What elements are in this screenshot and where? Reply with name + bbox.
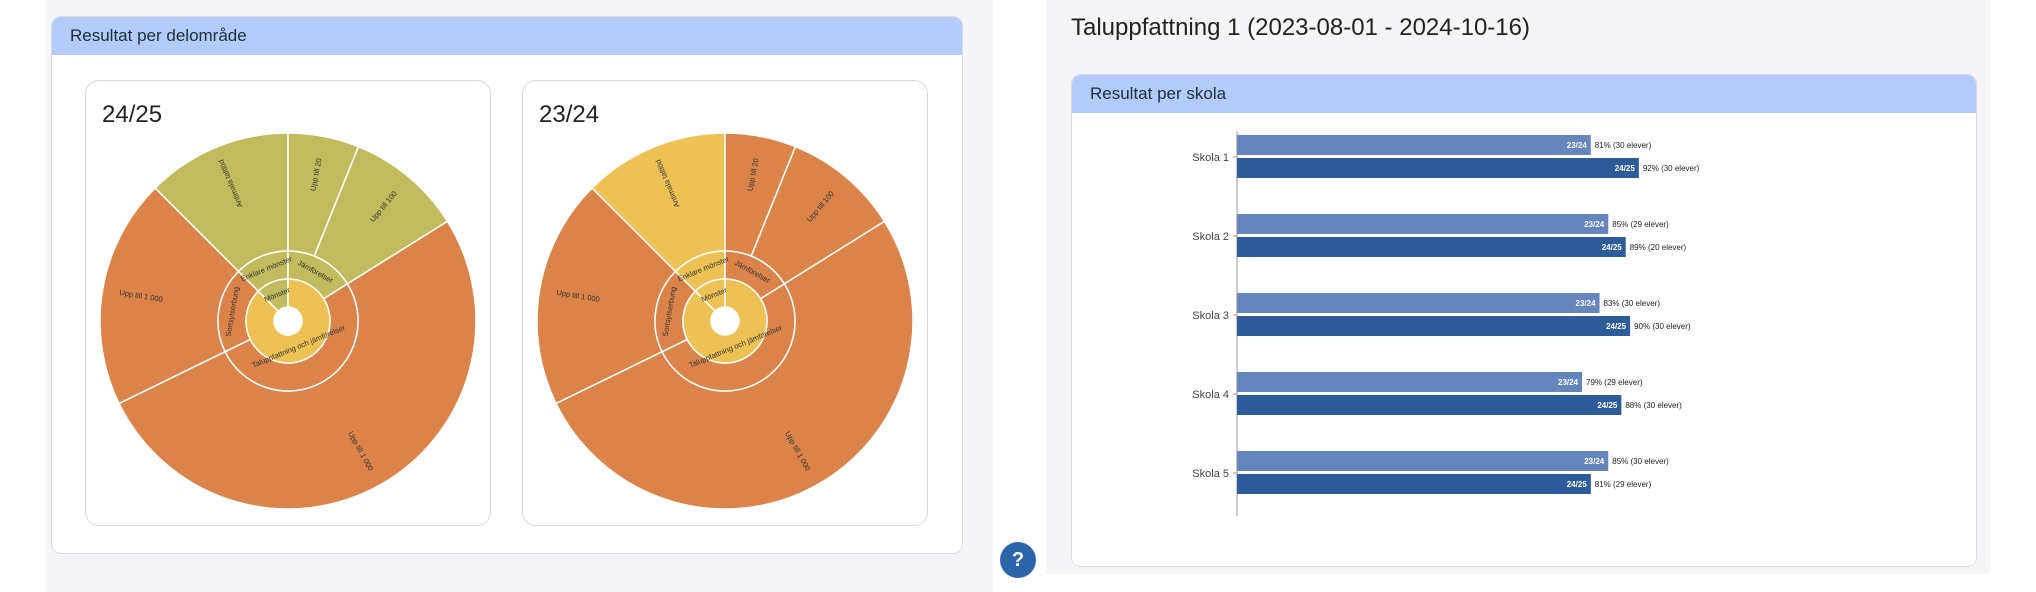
bar-value-label: 85% (30 elever) xyxy=(1612,457,1669,466)
bar[interactable] xyxy=(1237,316,1631,336)
bar-series-label: 23/24 xyxy=(1576,299,1597,308)
bar[interactable] xyxy=(1237,474,1591,494)
card-title: 23/24 xyxy=(539,101,600,128)
bar[interactable] xyxy=(1237,214,1609,234)
bar-chart: Skola 1 23/24 81% (30 elever) 24/25 92% (30 … xyxy=(1192,131,1700,516)
bar[interactable] xyxy=(1237,395,1622,415)
bar-value-label: 92% (30 elever) xyxy=(1643,164,1700,173)
bar[interactable] xyxy=(1237,451,1609,471)
bar-value-label: 83% (30 elever) xyxy=(1604,299,1661,308)
bar-series-label: 23/24 xyxy=(1558,378,1579,387)
card-title: 24/25 xyxy=(102,101,163,128)
bar-series-label: 23/24 xyxy=(1584,457,1605,466)
sunburst-card-2324: 23/24 Antimala taltlöd Upp till 20 Upp til… xyxy=(522,80,928,526)
bar[interactable] xyxy=(1237,372,1583,392)
bar[interactable] xyxy=(1237,158,1639,178)
bar-series-label: 23/24 xyxy=(1567,141,1588,150)
bar-series-label: 24/25 xyxy=(1615,164,1636,173)
bar-series-label: 24/25 xyxy=(1602,243,1623,252)
sunburst-card-2425: 24/25 Antimala taltlöd Upp till 20 Upp til… xyxy=(85,80,491,526)
bar-series-label: 23/24 xyxy=(1584,220,1605,229)
results-by-school-panel: Resultat per skola Skola 1 23/24 81% (30 e… xyxy=(1071,74,1977,567)
category-label: Skola 4 xyxy=(1192,389,1229,401)
category-label: Skola 5 xyxy=(1192,468,1229,480)
bar[interactable] xyxy=(1237,135,1591,155)
bar-series-label: 24/25 xyxy=(1606,322,1627,331)
panel-header: Resultat per delområde xyxy=(52,17,962,55)
bar-series-label: 24/25 xyxy=(1597,401,1618,410)
bar[interactable] xyxy=(1237,293,1600,313)
results-by-subarea-panel: Resultat per delområde 24/25 Antimala ta… xyxy=(51,16,963,554)
category-label: Skola 2 xyxy=(1192,231,1229,243)
bar-value-label: 89% (20 elever) xyxy=(1630,243,1687,252)
bar-value-label: 85% (29 elever) xyxy=(1612,220,1669,229)
bar-value-label: 90% (30 elever) xyxy=(1634,322,1691,331)
bar-series-label: 24/25 xyxy=(1567,480,1588,489)
sunburst-segment[interactable] xyxy=(682,278,768,364)
sunburst-dashboard: Resultat per delområde 24/25 Antimala ta… xyxy=(45,0,1036,592)
bar-value-label: 81% (29 elever) xyxy=(1595,480,1652,489)
panel-header: Resultat per skola xyxy=(1072,75,1976,113)
page-title: Taluppfattning 1 (2023-08-01 - 2024-10-1… xyxy=(1071,14,1530,41)
bar-value-label: 79% (29 elever) xyxy=(1586,378,1643,387)
category-label: Skola 1 xyxy=(1192,152,1229,164)
bar[interactable] xyxy=(1237,237,1626,257)
school-results-page: Taluppfattning 1 (2023-08-01 - 2024-10-1… xyxy=(1046,0,1990,574)
category-label: Skola 3 xyxy=(1192,310,1229,322)
help-button[interactable]: ? xyxy=(1000,542,1036,578)
bar-value-label: 88% (30 elever) xyxy=(1625,401,1682,410)
bar-value-label: 81% (30 elever) xyxy=(1595,141,1652,150)
sunburst-segment[interactable] xyxy=(245,278,331,364)
